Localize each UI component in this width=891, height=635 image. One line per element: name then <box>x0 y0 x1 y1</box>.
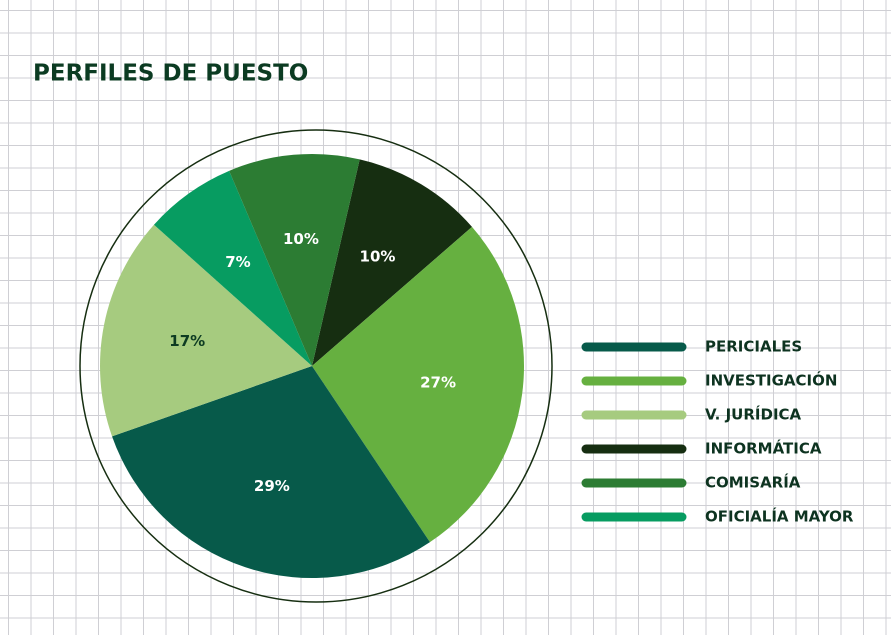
slice-label: 29% <box>254 477 290 495</box>
pie-slice <box>312 159 472 366</box>
legend-label: COMISARÍA <box>705 473 801 492</box>
pie-slice <box>312 226 525 543</box>
pie-slice <box>112 366 430 578</box>
chart-title: PERFILES DE PUESTO <box>33 61 308 87</box>
pie-slice <box>229 154 360 366</box>
outer-ring <box>79 129 553 603</box>
legend-label: OFICIALÍA MAYOR <box>705 507 854 526</box>
legend-label: V. JURÍDICA <box>705 405 802 424</box>
slice-label: 7% <box>225 253 250 271</box>
slice-label: 17% <box>169 332 205 350</box>
slice-label: 10% <box>283 230 319 248</box>
slice-label: 27% <box>420 373 456 391</box>
slice-label: 10% <box>360 247 396 265</box>
legend-label: INFORMÁTICA <box>705 439 822 458</box>
legend-label: INVESTIGACIÓN <box>705 371 837 390</box>
pie-slice <box>153 170 312 366</box>
legend-label: PERICIALES <box>705 338 802 356</box>
pie-slice <box>100 224 312 437</box>
